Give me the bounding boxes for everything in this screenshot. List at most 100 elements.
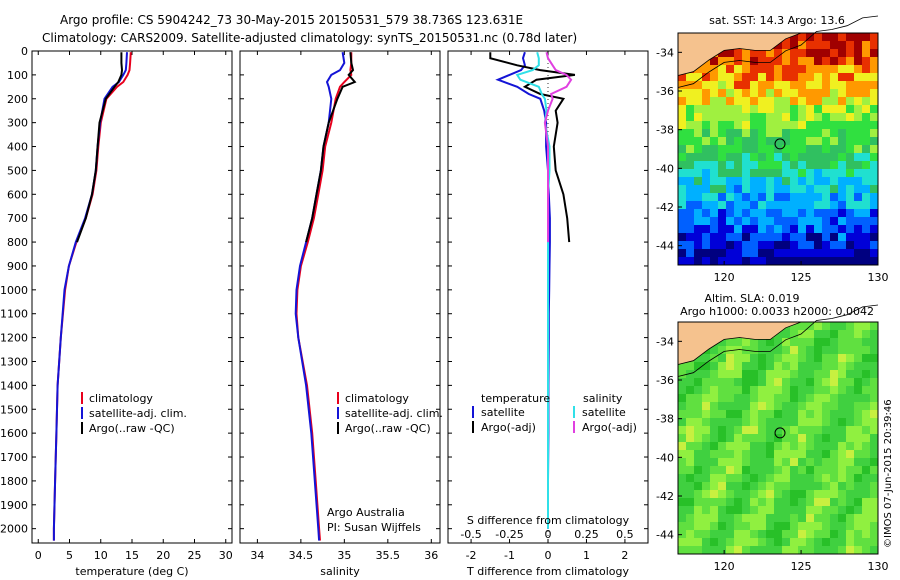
map-cell: [766, 338, 775, 347]
map-cell: [854, 434, 863, 443]
map-cell: [798, 145, 807, 154]
map-cell: [734, 145, 743, 154]
map-cell: [678, 161, 687, 170]
map-cell: [702, 241, 711, 250]
map-cell: [822, 386, 831, 395]
map-cell: [774, 434, 783, 443]
map-cell: [806, 506, 815, 515]
map-cell: [710, 249, 719, 258]
map-cell: [854, 113, 863, 122]
map-cell: [822, 121, 831, 130]
map-cell: [718, 370, 727, 379]
map-cell: [702, 225, 711, 234]
map-cell: [830, 161, 839, 170]
map-cell: [782, 402, 791, 411]
map-cell: [798, 105, 807, 114]
map-cell: [822, 145, 831, 154]
map-cell: [814, 466, 823, 475]
map-cell: [750, 81, 759, 90]
map-cell: [694, 89, 703, 98]
map-cell: [758, 522, 767, 531]
map-cell: [830, 530, 839, 539]
sla-map-frame: [677, 321, 879, 555]
map-cell: [726, 498, 735, 507]
y-tick-label: 1200: [0, 332, 28, 345]
map-cell: [710, 538, 719, 547]
map-cell: [830, 546, 839, 555]
map-cell: [854, 233, 863, 242]
map-cell: [718, 522, 727, 531]
y-tick-label: 100: [7, 69, 28, 82]
map-cell: [766, 370, 775, 379]
map-cell: [814, 354, 823, 363]
map-cell: [814, 538, 823, 547]
map-cell: [774, 177, 783, 186]
map-cell: [702, 201, 711, 210]
map-cell: [830, 145, 839, 154]
map-cell: [830, 241, 839, 250]
map-cell: [838, 418, 847, 427]
legend-t-argo-label: Argo(-adj): [481, 421, 536, 434]
map-cell: [758, 458, 767, 467]
map-cell: [870, 434, 879, 443]
map-cell: [782, 474, 791, 483]
map-cell: [774, 402, 783, 411]
salinity-panel: 34 34.5 35 35.5 36 salinity climatology sate…: [239, 50, 443, 578]
map-cell: [774, 346, 783, 355]
map-cell: [702, 129, 711, 138]
map-cell: [726, 474, 735, 483]
map-cell: [822, 81, 831, 90]
map-cell: [854, 121, 863, 130]
map-cell: [710, 89, 719, 98]
map-cell: [822, 217, 831, 226]
map-cell: [830, 41, 839, 50]
map-cell: [798, 482, 807, 491]
y-tick-label: 1400: [0, 379, 28, 392]
lon-tick-label: 125: [791, 560, 812, 573]
map-cell: [846, 97, 855, 106]
map-cell: [814, 322, 823, 331]
lon-tick-label: 130: [868, 271, 889, 284]
map-cell: [830, 490, 839, 499]
map-cell: [822, 482, 831, 491]
y-tick-label: 0: [21, 45, 28, 58]
map-cell: [822, 201, 831, 210]
map-cell: [854, 394, 863, 403]
map-cell: [870, 145, 879, 154]
map-cell: [862, 41, 871, 50]
map-cell: [758, 73, 767, 82]
map-cell: [782, 450, 791, 459]
map-cell: [822, 161, 831, 170]
map-cell: [686, 225, 695, 234]
map-cell: [774, 442, 783, 451]
map-cell: [846, 241, 855, 250]
map-cell: [734, 153, 743, 162]
map-cell: [742, 514, 751, 523]
map-cell: [710, 233, 719, 242]
map-cell: [806, 330, 815, 339]
map-cell: [734, 137, 743, 146]
map-cell: [854, 41, 863, 50]
map-cell: [734, 538, 743, 547]
map-cell: [742, 49, 751, 58]
map-cell: [750, 89, 759, 98]
map-cell: [718, 498, 727, 507]
map-cell: [694, 153, 703, 162]
map-cell: [750, 474, 759, 483]
map-cell: [702, 362, 711, 371]
map-cell: [758, 410, 767, 419]
map-cell: [742, 482, 751, 491]
map-cell: [726, 257, 735, 266]
map-cell: [798, 225, 807, 234]
x-tick-label: -2: [466, 549, 477, 562]
map-cell: [718, 338, 727, 347]
map-cell: [870, 402, 879, 411]
map-cell: [806, 41, 815, 50]
map-cell: [854, 322, 863, 331]
map-cell: [694, 65, 703, 74]
map-cell: [846, 514, 855, 523]
map-cell: [726, 410, 735, 419]
map-cell: [830, 370, 839, 379]
map-cell: [854, 105, 863, 114]
map-cell: [846, 177, 855, 186]
